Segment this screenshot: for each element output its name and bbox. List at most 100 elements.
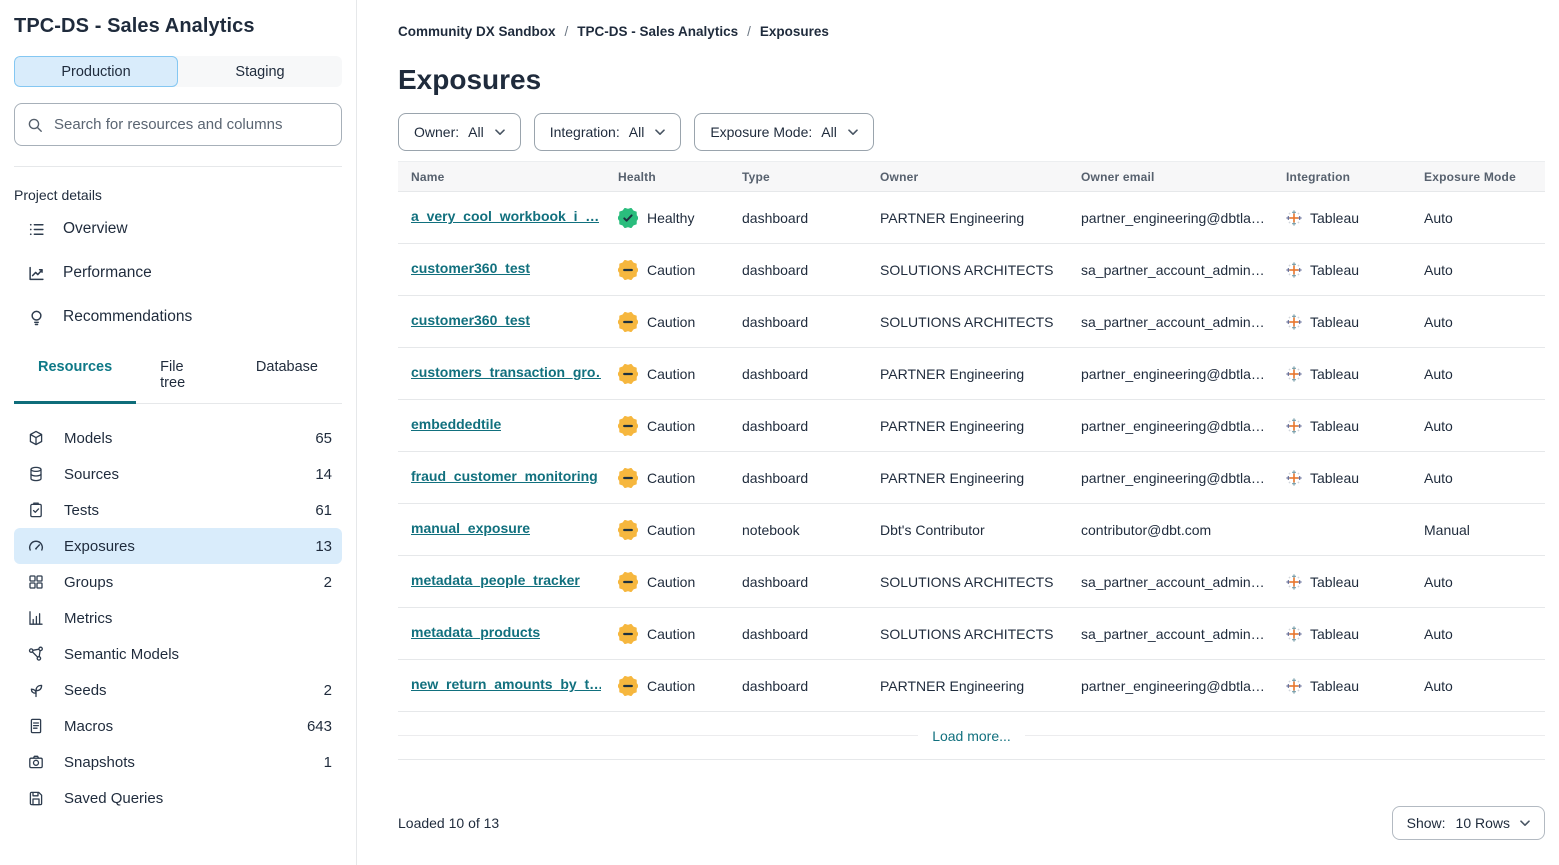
- tableau-logo-icon: [1286, 626, 1302, 642]
- divider-line: [398, 735, 919, 736]
- filter-value: All: [628, 124, 645, 140]
- search-icon: [27, 117, 43, 133]
- integration-cell: Tableau: [1286, 626, 1424, 642]
- production-toggle-button[interactable]: Production: [14, 56, 178, 87]
- column-header-integration: Integration: [1286, 169, 1351, 184]
- exposure-name-link[interactable]: metadata_products: [411, 624, 541, 640]
- exposure-mode-cell: Auto: [1424, 417, 1453, 434]
- health-status-icon: [618, 260, 638, 280]
- exposure-name-link[interactable]: a_very_cool_workbook_i_…: [411, 208, 600, 224]
- exposure-name-link[interactable]: embeddedtile: [411, 416, 502, 432]
- filter-label: Exposure Mode:: [710, 124, 813, 140]
- sidebar-item-sources[interactable]: Sources 14: [14, 456, 342, 492]
- owner-cell: Dbt's Contributor: [880, 521, 985, 538]
- table-footer: Loaded 10 of 13 Show: 10 Rows: [398, 806, 1545, 840]
- tableau-logo-icon: [1286, 678, 1302, 694]
- tab-file-tree[interactable]: File tree: [160, 359, 186, 391]
- owner-email-cell: sa_partner_account_admin…: [1081, 573, 1265, 590]
- resources-list: Models 65 Sources 14 Tests 61 Exposures …: [14, 420, 342, 816]
- exposure-name-link[interactable]: customers_transaction_gro…: [411, 364, 601, 380]
- exposure-mode-cell: Auto: [1424, 313, 1453, 330]
- sidebar-item-tests[interactable]: Tests 61: [14, 492, 342, 528]
- resource-count: 14: [315, 465, 332, 483]
- resource-label: Macros: [64, 717, 114, 735]
- health-label: Caution: [647, 677, 696, 694]
- integration-filter-dropdown[interactable]: Integration: All: [533, 113, 682, 151]
- project-details-list: Overview Performance Recommendations: [14, 207, 342, 339]
- filter-value: All: [821, 124, 837, 140]
- resource-label: Models: [64, 429, 113, 447]
- type-cell: dashboard: [742, 261, 809, 278]
- table-row: new_return_amounts_by_t… Caution dashboa…: [398, 660, 1545, 712]
- recommendations-icon: [28, 309, 45, 326]
- table-row: embeddedtile Caution dashboard PARTNER E…: [398, 400, 1545, 452]
- search-box[interactable]: [14, 103, 342, 146]
- sidebar-item-semantic-models[interactable]: Semantic Models: [14, 636, 342, 672]
- column-header-exposure-mode: Exposure Mode: [1424, 169, 1516, 184]
- chevron-down-icon: [1520, 820, 1530, 827]
- tableau-logo-icon: [1286, 418, 1302, 434]
- tableau-logo-icon: [1286, 262, 1302, 278]
- loaded-count-text: Loaded 10 of 13: [398, 815, 500, 831]
- breadcrumb-account[interactable]: Community DX Sandbox: [398, 24, 556, 39]
- breadcrumb-project[interactable]: TPC-DS - Sales Analytics: [577, 24, 739, 39]
- sidebar-item-macros[interactable]: Macros 643: [14, 708, 342, 744]
- load-more-row: Load more...: [398, 712, 1546, 760]
- sidebar-item-overview[interactable]: Overview: [14, 207, 342, 251]
- sidebar-item-seeds[interactable]: Seeds 2: [14, 672, 342, 708]
- sidebar-item-performance[interactable]: Performance: [14, 251, 342, 295]
- search-input[interactable]: [52, 115, 329, 134]
- tableau-logo-icon: [1286, 574, 1302, 590]
- sidebar-item-models[interactable]: Models 65: [14, 420, 342, 456]
- integration-cell: Tableau: [1286, 210, 1424, 226]
- tab-resources[interactable]: Resources: [14, 353, 137, 404]
- exposure-name-link[interactable]: customer360_test: [411, 312, 531, 328]
- sidebar-item-metrics[interactable]: Metrics: [14, 600, 342, 636]
- show-rows-dropdown[interactable]: Show: 10 Rows: [1391, 806, 1545, 840]
- project-title: TPC-DS - Sales Analytics: [14, 15, 255, 37]
- owner-cell: PARTNER Engineering: [880, 365, 1025, 382]
- owner-filter-dropdown[interactable]: Owner: All: [398, 113, 521, 151]
- owner-email-cell: partner_engineering@dbtla…: [1081, 417, 1265, 434]
- staging-toggle-button[interactable]: Staging: [235, 63, 285, 80]
- exposure-name-link[interactable]: fraud_customer_monitoring: [411, 468, 598, 484]
- exposures-table: Name Health Type Owner Owner email Integ…: [398, 161, 1546, 760]
- sidebar-item-snapshots[interactable]: Snapshots 1: [14, 744, 342, 780]
- exposure-mode-cell: Auto: [1424, 209, 1453, 226]
- chevron-down-icon: [848, 129, 858, 136]
- health-label: Caution: [647, 365, 696, 382]
- show-rows-label: Show:: [1406, 815, 1446, 831]
- exposure-name-link[interactable]: customer360_test: [411, 260, 531, 276]
- tab-database[interactable]: Database: [255, 359, 318, 375]
- resource-label: Seeds: [64, 681, 107, 699]
- exposure-name-link[interactable]: metadata_people_tracker: [411, 572, 580, 588]
- table-body: a_very_cool_workbook_i_… Healthy dashboa…: [398, 192, 1545, 712]
- sidebar-item-saved-queries[interactable]: Saved Queries: [14, 780, 342, 816]
- owner-email-cell: sa_partner_account_admin…: [1081, 313, 1265, 330]
- sidebar-item-exposures[interactable]: Exposures 13: [14, 528, 342, 564]
- owner-email-cell: partner_engineering@dbtla…: [1081, 209, 1265, 226]
- sidebar-item-recommendations[interactable]: Recommendations: [14, 295, 342, 339]
- sidebar-item-groups[interactable]: Groups 2: [14, 564, 342, 600]
- integration-label: Tableau: [1310, 365, 1360, 382]
- semantic-models-icon: [28, 646, 44, 662]
- saved-queries-icon: [28, 790, 44, 806]
- owner-email-cell: sa_partner_account_admin…: [1081, 625, 1265, 642]
- exposure-name-link[interactable]: new_return_amounts_by_t…: [411, 676, 601, 692]
- breadcrumb-current: Exposures: [759, 24, 829, 39]
- metrics-icon: [28, 610, 44, 626]
- exposure-mode-cell: Auto: [1424, 573, 1453, 590]
- load-more-link[interactable]: Load more...: [932, 727, 1011, 744]
- resource-count: 2: [323, 681, 332, 699]
- performance-icon: [28, 265, 45, 282]
- sources-icon: [28, 466, 44, 482]
- health-status-icon: [618, 364, 638, 384]
- exposure-mode-filter-dropdown[interactable]: Exposure Mode: All: [694, 113, 874, 151]
- groups-icon: [28, 574, 44, 590]
- column-header-health: Health: [618, 169, 656, 184]
- health-status-icon: [618, 624, 638, 644]
- filter-label: Owner:: [414, 124, 460, 140]
- breadcrumb-separator: /: [747, 24, 751, 39]
- table-row: customer360_test Caution dashboard SOLUT…: [398, 296, 1545, 348]
- exposure-name-link[interactable]: manual_exposure: [411, 520, 531, 536]
